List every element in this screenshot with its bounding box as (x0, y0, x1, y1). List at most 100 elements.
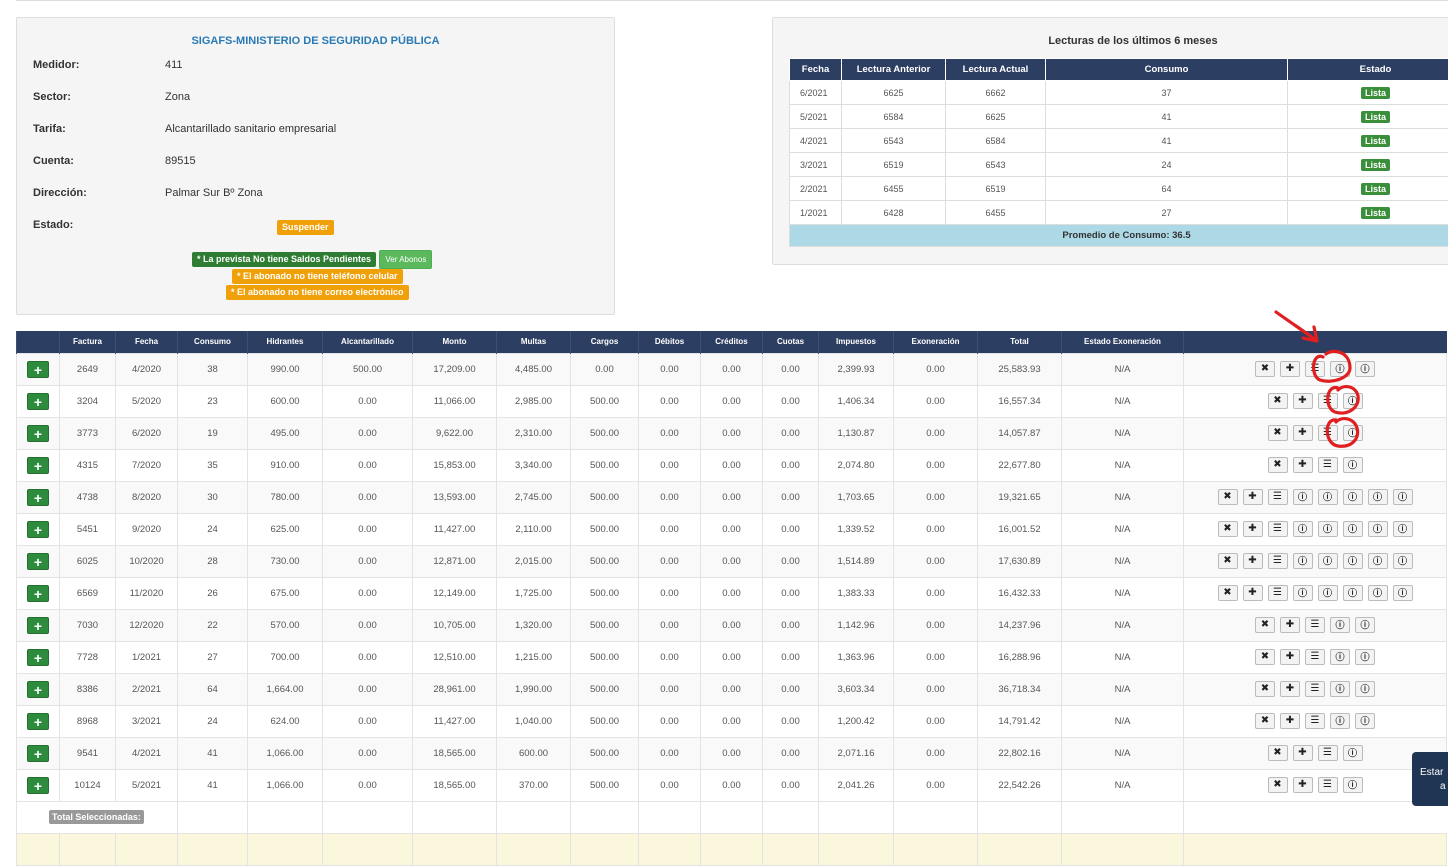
info-circle-icon[interactable]: ⓘ (1343, 553, 1363, 569)
close-icon[interactable]: ✖ (1255, 361, 1275, 377)
info-circle-icon[interactable]: ⓘ (1330, 681, 1350, 697)
info-circle-icon[interactable]: ⓘ (1355, 649, 1375, 665)
info-circle-icon[interactable]: ⓘ (1368, 553, 1388, 569)
col-header[interactable]: Impuestos (819, 331, 894, 353)
info-circle-icon[interactable]: ⓘ (1343, 777, 1363, 793)
plus-icon[interactable]: ✚ (1280, 649, 1300, 665)
info-circle-icon[interactable]: ⓘ (1368, 521, 1388, 537)
close-icon[interactable]: ✖ (1268, 745, 1288, 761)
info-circle-icon[interactable]: ⓘ (1330, 649, 1350, 665)
plus-icon[interactable]: ✚ (1293, 745, 1313, 761)
col-header[interactable]: Créditos (701, 331, 763, 353)
plus-icon[interactable]: ✚ (1243, 489, 1263, 505)
list-icon[interactable]: ☰ (1305, 681, 1325, 697)
list-icon[interactable]: ☰ (1305, 361, 1325, 377)
info-circle-icon[interactable]: ⓘ (1330, 361, 1350, 377)
info-circle-icon[interactable]: ⓘ (1343, 521, 1363, 537)
info-circle-icon[interactable]: ⓘ (1318, 521, 1338, 537)
expand-row-button[interactable]: + (27, 777, 49, 794)
info-circle-icon[interactable]: ⓘ (1393, 521, 1413, 537)
col-header[interactable]: Estado Exoneración (1062, 331, 1184, 353)
col-header[interactable]: Alcantarillado (323, 331, 413, 353)
expand-row-button[interactable]: + (27, 361, 49, 378)
info-circle-icon[interactable]: ⓘ (1318, 489, 1338, 505)
col-header[interactable]: Lectura Actual (946, 59, 1046, 81)
notification-toast[interactable]: Estar a (1412, 752, 1448, 806)
close-icon[interactable]: ✖ (1218, 489, 1238, 505)
info-circle-icon[interactable]: ⓘ (1355, 617, 1375, 633)
col-header[interactable]: Fecha (116, 331, 178, 353)
plus-icon[interactable]: ✚ (1243, 585, 1263, 601)
info-circle-icon[interactable]: ⓘ (1343, 393, 1363, 409)
info-circle-icon[interactable]: ⓘ (1368, 489, 1388, 505)
expand-row-button[interactable]: + (27, 393, 49, 410)
expand-row-button[interactable]: + (27, 649, 49, 666)
col-header[interactable]: Débitos (639, 331, 701, 353)
plus-icon[interactable]: ✚ (1293, 393, 1313, 409)
col-header[interactable]: Exoneración (894, 331, 978, 353)
plus-icon[interactable]: ✚ (1280, 361, 1300, 377)
info-circle-icon[interactable]: ⓘ (1343, 489, 1363, 505)
plus-icon[interactable]: ✚ (1293, 425, 1313, 441)
info-circle-icon[interactable]: ⓘ (1330, 713, 1350, 729)
close-icon[interactable]: ✖ (1268, 425, 1288, 441)
plus-icon[interactable]: ✚ (1243, 553, 1263, 569)
list-icon[interactable]: ☰ (1318, 777, 1338, 793)
info-circle-icon[interactable]: ⓘ (1393, 553, 1413, 569)
info-circle-icon[interactable]: ⓘ (1293, 585, 1313, 601)
expand-row-button[interactable]: + (27, 617, 49, 634)
expand-row-button[interactable]: + (27, 457, 49, 474)
info-circle-icon[interactable]: ⓘ (1293, 553, 1313, 569)
info-circle-icon[interactable]: ⓘ (1355, 681, 1375, 697)
info-circle-icon[interactable]: ⓘ (1343, 585, 1363, 601)
col-header[interactable] (17, 331, 60, 353)
expand-row-button[interactable]: + (27, 425, 49, 442)
list-icon[interactable]: ☰ (1305, 713, 1325, 729)
plus-icon[interactable]: ✚ (1280, 713, 1300, 729)
expand-row-button[interactable]: + (27, 681, 49, 698)
list-icon[interactable]: ☰ (1318, 457, 1338, 473)
list-icon[interactable]: ☰ (1318, 393, 1338, 409)
info-circle-icon[interactable]: ⓘ (1330, 617, 1350, 633)
expand-row-button[interactable]: + (27, 585, 49, 602)
ver-abonos-button[interactable]: Ver Abonos (379, 250, 432, 269)
list-icon[interactable]: ☰ (1305, 649, 1325, 665)
list-icon[interactable]: ☰ (1268, 585, 1288, 601)
info-circle-icon[interactable]: ⓘ (1355, 713, 1375, 729)
info-circle-icon[interactable]: ⓘ (1293, 521, 1313, 537)
close-icon[interactable]: ✖ (1268, 393, 1288, 409)
info-circle-icon[interactable]: ⓘ (1368, 585, 1388, 601)
expand-row-button[interactable]: + (27, 521, 49, 538)
plus-icon[interactable]: ✚ (1243, 521, 1263, 537)
col-header[interactable]: Consumo (1046, 59, 1288, 81)
list-icon[interactable]: ☰ (1268, 521, 1288, 537)
info-circle-icon[interactable]: ⓘ (1293, 489, 1313, 505)
info-circle-icon[interactable]: ⓘ (1343, 745, 1363, 761)
col-header[interactable]: Hidrantes (248, 331, 323, 353)
info-circle-icon[interactable]: ⓘ (1318, 585, 1338, 601)
plus-icon[interactable]: ✚ (1293, 457, 1313, 473)
expand-row-button[interactable]: + (27, 713, 49, 730)
list-icon[interactable]: ☰ (1268, 489, 1288, 505)
info-circle-icon[interactable]: ⓘ (1393, 585, 1413, 601)
col-header[interactable]: Cargos (571, 331, 639, 353)
plus-icon[interactable]: ✚ (1280, 617, 1300, 633)
col-header[interactable]: Total (978, 331, 1062, 353)
info-circle-icon[interactable]: ⓘ (1355, 361, 1375, 377)
list-icon[interactable]: ☰ (1268, 553, 1288, 569)
list-icon[interactable]: ☰ (1318, 425, 1338, 441)
col-header[interactable]: Estado (1288, 59, 1448, 81)
close-icon[interactable]: ✖ (1255, 681, 1275, 697)
close-icon[interactable]: ✖ (1218, 585, 1238, 601)
col-header[interactable] (1184, 331, 1447, 353)
col-header[interactable]: Consumo (178, 331, 248, 353)
list-icon[interactable]: ☰ (1305, 617, 1325, 633)
col-header[interactable]: Monto (413, 331, 497, 353)
suspend-badge[interactable]: Suspender (277, 220, 334, 235)
close-icon[interactable]: ✖ (1255, 713, 1275, 729)
col-header[interactable]: Fecha (790, 59, 842, 81)
expand-row-button[interactable]: + (27, 553, 49, 570)
close-icon[interactable]: ✖ (1218, 553, 1238, 569)
col-header[interactable]: Multas (497, 331, 571, 353)
info-circle-icon[interactable]: ⓘ (1393, 489, 1413, 505)
